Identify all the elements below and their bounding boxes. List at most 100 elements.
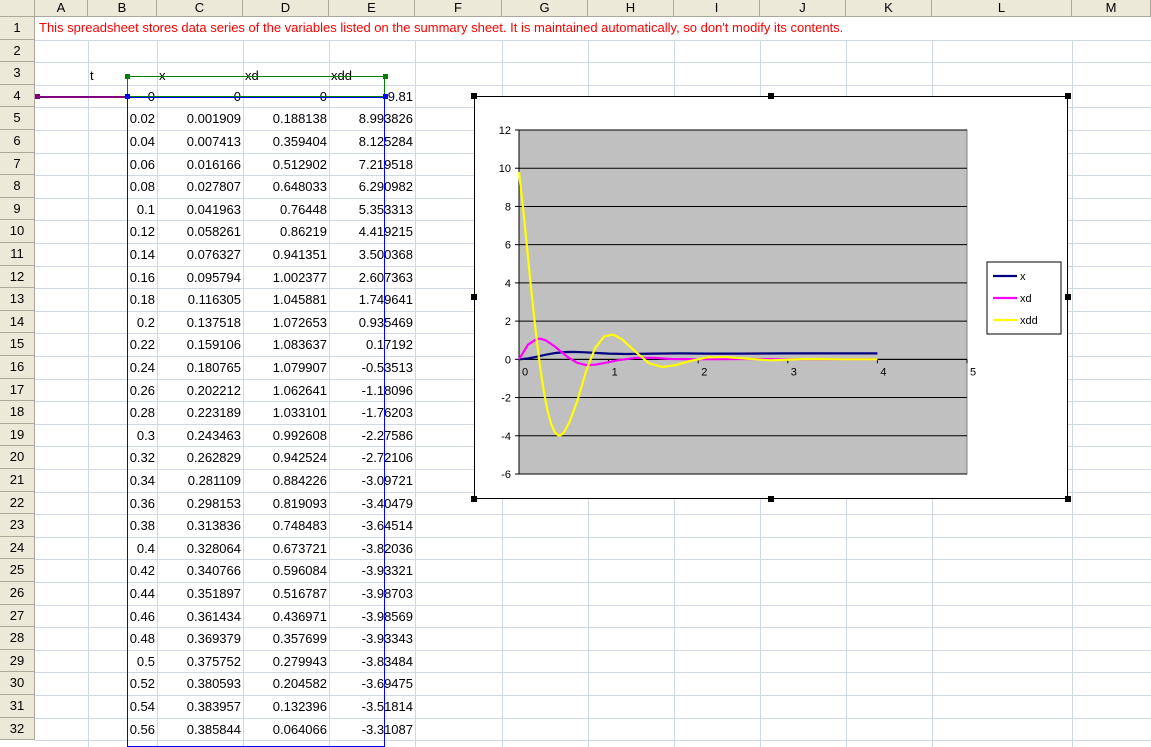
row-header[interactable]: 21: [0, 469, 35, 492]
row-header[interactable]: 7: [0, 152, 35, 176]
chart-resize-handle[interactable]: [1065, 93, 1071, 99]
xd-value[interactable]: 1.045881: [272, 292, 327, 308]
x-value[interactable]: 0.340766: [186, 563, 241, 579]
x-value[interactable]: 0.202212: [186, 382, 241, 398]
select-all-corner[interactable]: [0, 0, 35, 17]
xdd-value[interactable]: 4.419215: [358, 224, 413, 240]
t-value[interactable]: 0.38: [129, 518, 155, 534]
xdd-value[interactable]: 8.993826: [358, 111, 413, 127]
row-header[interactable]: 5: [0, 107, 35, 130]
xdd-value[interactable]: -2.72106: [361, 450, 413, 466]
row-header[interactable]: 16: [0, 356, 35, 379]
t-value[interactable]: 0.5: [136, 653, 155, 669]
column-header-g[interactable]: G: [502, 0, 588, 17]
row-header[interactable]: 9: [0, 197, 35, 221]
xd-value[interactable]: 0.436971: [272, 608, 327, 624]
xdd-value[interactable]: 0.935469: [358, 314, 413, 330]
xd-value[interactable]: 1.079907: [272, 360, 327, 375]
row-header[interactable]: 20: [0, 446, 35, 469]
xd-value[interactable]: 0.357699: [272, 631, 327, 647]
row-header[interactable]: 29: [0, 649, 35, 673]
x-value[interactable]: 0.116305: [187, 292, 241, 308]
xdd-value[interactable]: 1.749641: [358, 292, 413, 308]
xdd-value[interactable]: 6.290982: [358, 179, 413, 195]
xd-value[interactable]: 0.359404: [272, 134, 327, 149]
xd-value[interactable]: 0.512902: [272, 156, 327, 172]
t-value[interactable]: 0.3: [136, 427, 155, 443]
t-value[interactable]: 0.48: [129, 631, 155, 647]
x-value[interactable]: 0.001909: [186, 111, 241, 127]
x-value[interactable]: 0.137518: [186, 314, 241, 330]
t-value[interactable]: 0.12: [129, 224, 155, 240]
xd-value[interactable]: 0.516787: [272, 586, 327, 601]
xd-value[interactable]: 1.072653: [272, 314, 327, 330]
column-header-a[interactable]: A: [35, 0, 88, 17]
x-value[interactable]: 0.375752: [186, 653, 241, 669]
row-header[interactable]: 22: [0, 491, 35, 515]
t-value[interactable]: 0.02: [129, 111, 155, 127]
x-value[interactable]: 0.076327: [186, 247, 241, 262]
row-header[interactable]: 4: [0, 84, 35, 108]
column-header-c[interactable]: C: [157, 0, 243, 17]
xdd-value[interactable]: -1.76203: [361, 405, 413, 421]
t-value[interactable]: 0.4: [136, 540, 155, 556]
row-header[interactable]: 18: [0, 401, 35, 424]
t-value[interactable]: 0.04: [129, 134, 155, 149]
x-value[interactable]: 0.361434: [186, 608, 241, 624]
x-value[interactable]: 0.243463: [186, 427, 241, 443]
embedded-chart[interactable]: 12 10 8 6 4 2 0 -2 -4 -6 0 1 2 3 4 5 x xd xdd: [471, 93, 1071, 502]
t-value[interactable]: 0.24: [129, 360, 155, 375]
t-value[interactable]: 0.1: [136, 201, 155, 217]
range-handle[interactable]: [383, 94, 388, 99]
xdd-value[interactable]: -2.27586: [361, 427, 413, 443]
xd-value[interactable]: 0.064066: [272, 721, 327, 737]
xdd-value[interactable]: 8.125284: [358, 134, 413, 149]
xd-value[interactable]: 0.748483: [272, 518, 327, 534]
row-header[interactable]: 14: [0, 310, 35, 334]
plot-area[interactable]: [518, 129, 968, 475]
xd-value[interactable]: 0.86219: [280, 224, 327, 240]
row-header[interactable]: 2: [0, 39, 35, 63]
t-value[interactable]: 0.22: [129, 337, 155, 353]
column-header-b[interactable]: B: [88, 0, 157, 17]
x-value[interactable]: 0.369379: [186, 631, 241, 647]
row-header[interactable]: 8: [0, 175, 35, 198]
xdd-value[interactable]: 7.219518: [358, 156, 413, 172]
row-header[interactable]: 1: [0, 17, 35, 40]
xd-value[interactable]: 0.673721: [272, 540, 327, 556]
chart-resize-handle[interactable]: [1065, 496, 1071, 502]
row-header[interactable]: 28: [0, 627, 35, 650]
xd-value[interactable]: 1.002377: [272, 269, 327, 285]
xdd-value[interactable]: 9.81: [387, 88, 413, 104]
range-handle[interactable]: [35, 94, 40, 99]
x-value[interactable]: 0.007413: [186, 134, 241, 149]
t-value[interactable]: 0.08: [129, 179, 155, 195]
t-header[interactable]: t: [90, 68, 94, 84]
row-header[interactable]: 24: [0, 536, 35, 560]
x-header[interactable]: x: [159, 68, 166, 84]
x-value[interactable]: 0.095794: [186, 269, 241, 285]
t-value[interactable]: 0.54: [129, 699, 155, 714]
row-header[interactable]: 25: [0, 559, 35, 582]
row-header[interactable]: 13: [0, 288, 35, 311]
summary-note[interactable]: This spreadsheet stores data series of t…: [37, 17, 1151, 40]
row-header[interactable]: 12: [0, 265, 35, 289]
row-header[interactable]: 15: [0, 333, 35, 356]
xdd-value[interactable]: -3.98703: [361, 586, 413, 601]
row-header[interactable]: 30: [0, 672, 35, 695]
row-header[interactable]: 32: [0, 717, 35, 741]
t-value[interactable]: 0.44: [129, 586, 155, 601]
xdd-header[interactable]: xdd: [331, 68, 352, 84]
chart-resize-handle[interactable]: [471, 294, 477, 300]
x-value[interactable]: 0.159106: [186, 337, 241, 353]
x-value[interactable]: 0.313836: [186, 518, 241, 534]
row-header[interactable]: 23: [0, 514, 35, 537]
xd-value[interactable]: 0.204582: [272, 676, 327, 692]
xdd-value[interactable]: 5.353313: [358, 201, 413, 217]
chart-resize-handle[interactable]: [768, 496, 774, 502]
chart-resize-handle[interactable]: [471, 93, 477, 99]
row-header[interactable]: 6: [0, 130, 35, 153]
column-header-l[interactable]: L: [932, 0, 1072, 17]
x-value[interactable]: 0.262829: [186, 450, 241, 466]
t-value[interactable]: 0.28: [129, 405, 155, 421]
